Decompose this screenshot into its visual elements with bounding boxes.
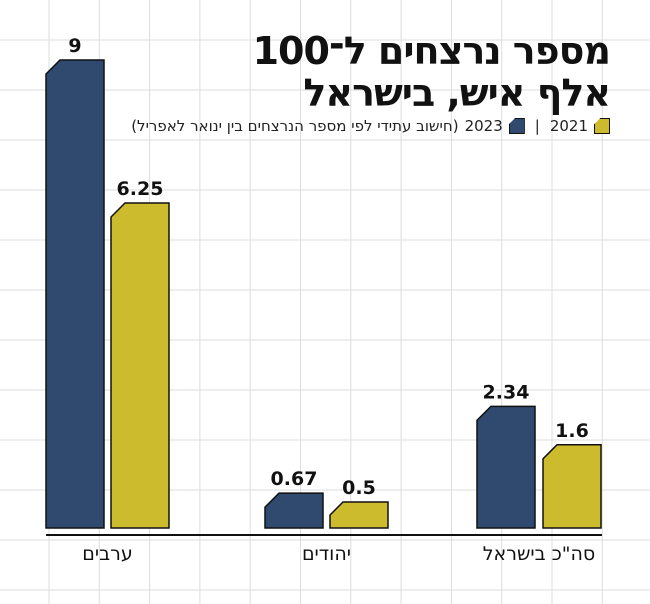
data-label: 1.6 [555, 420, 589, 442]
data-label: 0.5 [342, 477, 376, 499]
bar [476, 405, 536, 529]
bar [110, 202, 170, 529]
bar [45, 59, 105, 529]
legend-swatch-2023 [508, 118, 525, 134]
legend-label-2023: 2023 [464, 117, 503, 135]
bar [329, 501, 389, 529]
category-label: ערבים [82, 543, 132, 565]
chart-title: מספר נרצחים ל־100 אלף איש, בישראל [252, 29, 611, 115]
legend-note: (חישוב עתידי לפי מספר הנרצחים בין ינואר … [131, 117, 459, 135]
category-label: סה"כ בישראל [483, 543, 596, 565]
data-label: 0.67 [271, 468, 318, 490]
legend-divider: | [534, 117, 540, 135]
bar [264, 492, 324, 529]
legend-swatch-2021 [594, 118, 610, 134]
title-line-1: מספר נרצחים ל־100 [252, 29, 611, 73]
data-label: 9 [68, 35, 81, 57]
category-label: יהודים [302, 543, 351, 565]
legend: 2021 | 2023 (חישוב עתידי לפי מספר הנרצחי… [131, 117, 610, 135]
data-label: 6.25 [117, 178, 164, 200]
bar [542, 444, 602, 529]
data-label: 2.34 [483, 381, 530, 403]
title-line-2: אלף איש, בישראל [303, 71, 611, 115]
legend-label-2021: 2021 [549, 117, 588, 135]
